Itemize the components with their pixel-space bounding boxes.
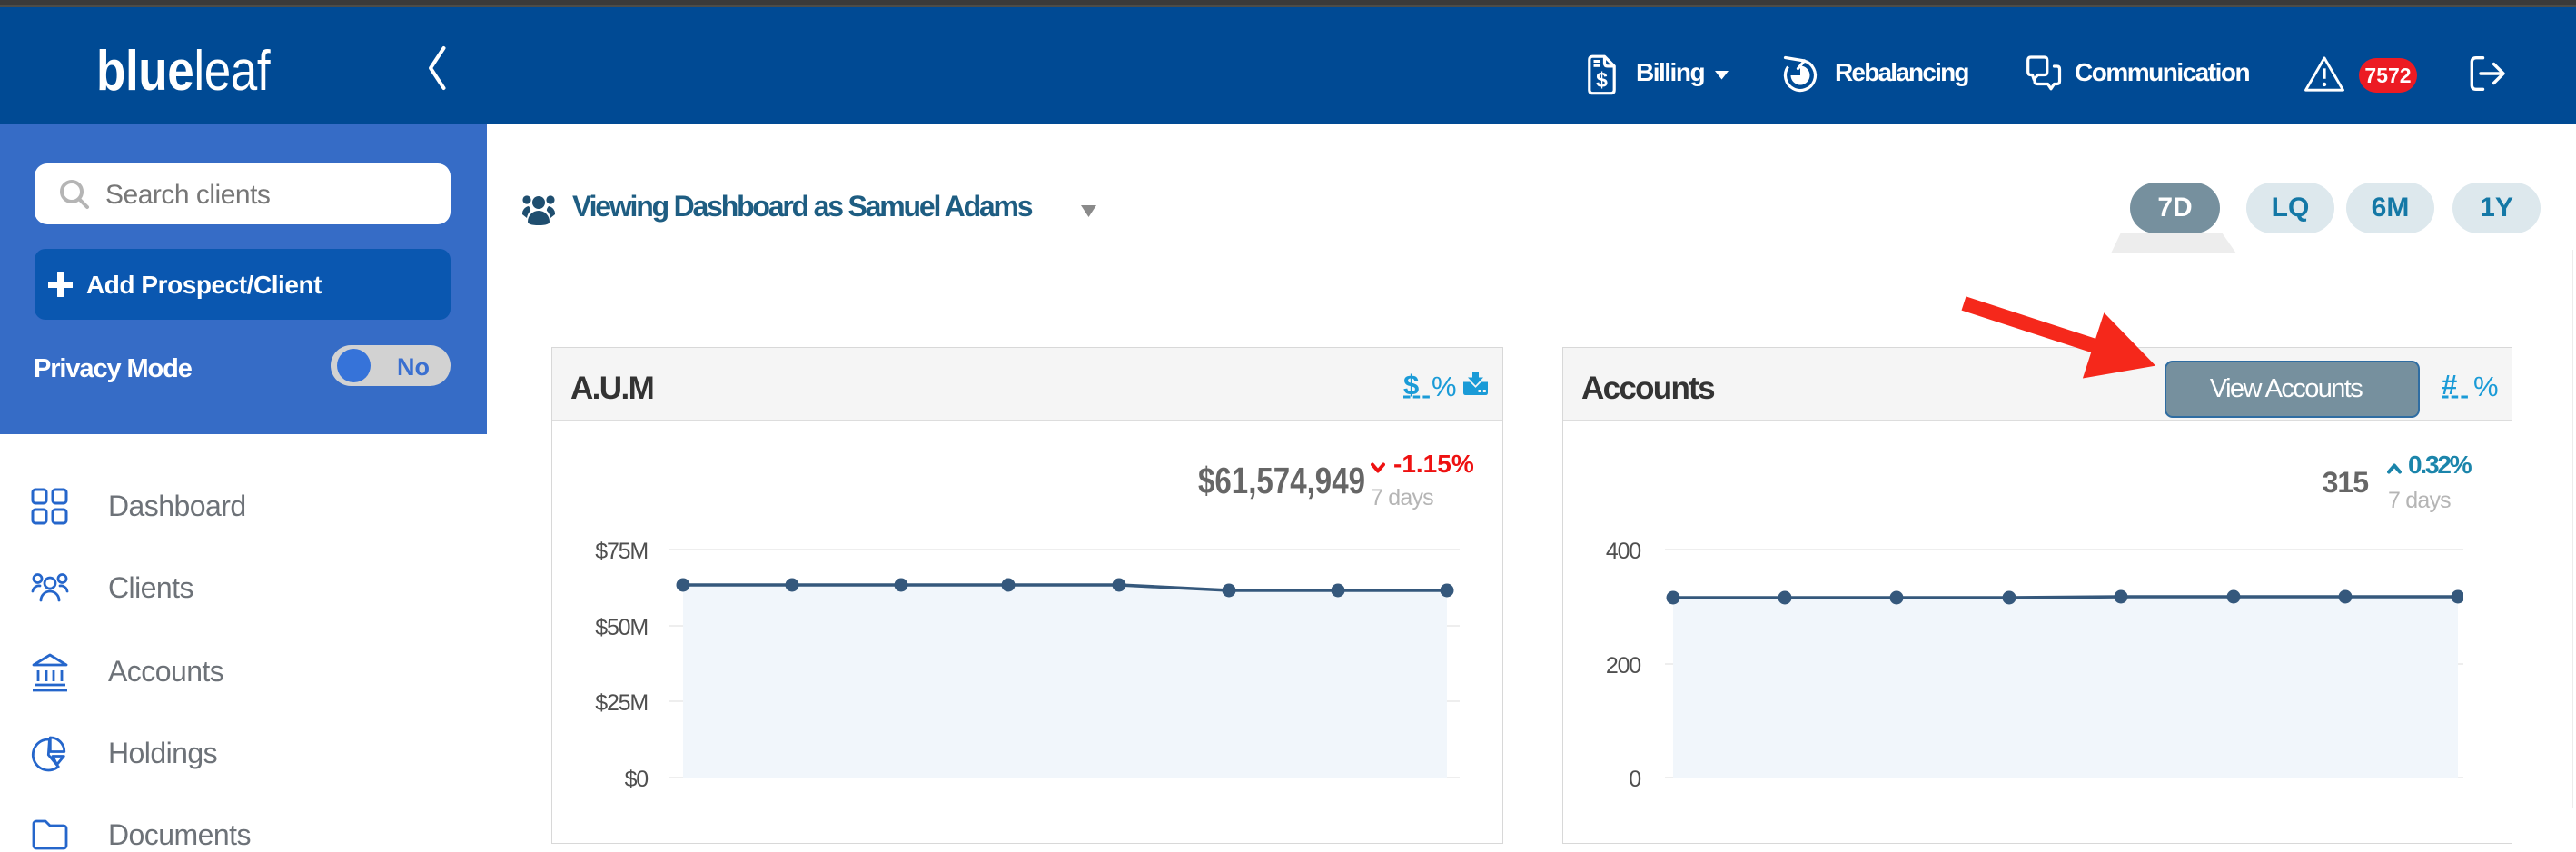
svg-text:$: $ [1596,68,1608,92]
